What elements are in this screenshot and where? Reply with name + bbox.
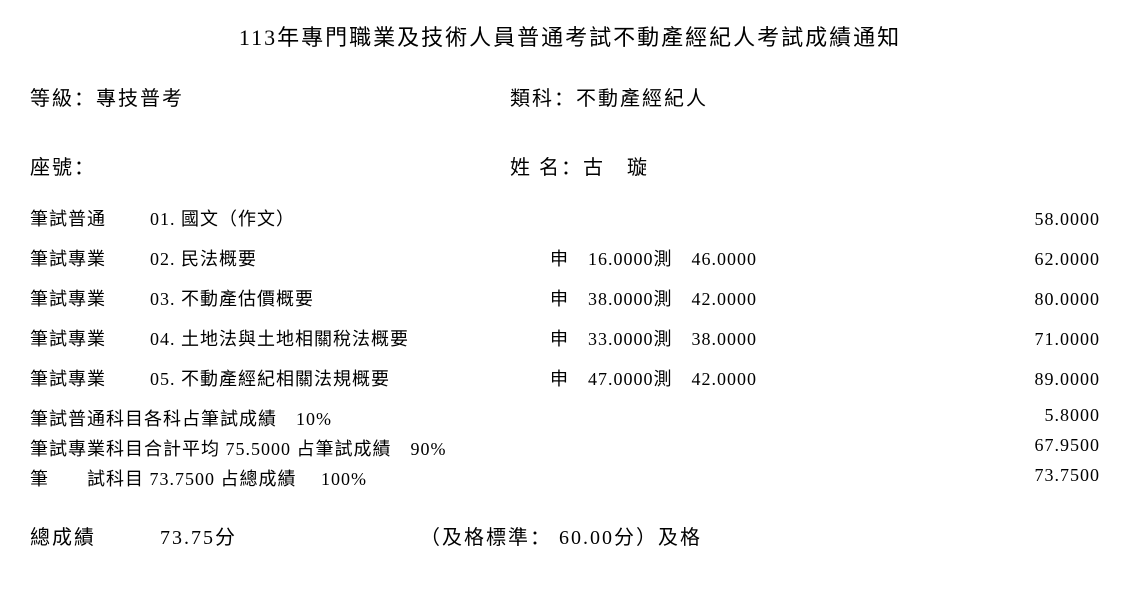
subject-name: 04. 土地法與土地相關稅法概要 [150,325,550,351]
subject-row: 筆試專業02. 民法概要申 16.0000測 46.000062.0000 [30,245,1110,271]
summary-row: 筆試專業科目合計平均 75.5000 占筆試成績 90%67.9500 [30,435,1110,461]
subject-detail: 申 47.0000測 42.0000 [550,365,850,391]
name-value: 古 璇 [583,157,649,179]
subject-type: 筆試專業 [30,365,150,391]
subject-row: 筆試專業05. 不動產經紀相關法規概要申 47.0000測 42.000089.… [30,365,1110,391]
subject-name: 01. 國文（作文） [150,205,550,231]
subject-name: 02. 民法概要 [150,245,550,271]
grade-label: 等級： [30,88,96,110]
summary-row: 筆試普通科目各科占筆試成績 10%5.8000 [30,405,1110,431]
final-label: 總成績 [30,521,160,550]
summary-value: 73.7500 [850,465,1110,491]
summary-section: 筆試普通科目各科占筆試成績 10%5.8000筆試專業科目合計平均 75.500… [30,405,1110,491]
subject-name: 03. 不動產估價概要 [150,285,550,311]
grade-category-row: 等級：專技普考 類科：不動產經紀人 [30,82,1110,111]
subjects-table: 筆試普通01. 國文（作文）58.0000筆試專業02. 民法概要申 16.00… [30,205,1110,391]
subject-row: 筆試專業03. 不動產估價概要申 38.0000測 42.000080.0000 [30,285,1110,311]
subject-detail: 申 33.0000測 38.0000 [550,325,850,351]
document-title: 113年專門職業及技術人員普通考試不動產經紀人考試成績通知 [30,20,1110,52]
subject-total: 80.0000 [850,289,1110,310]
grade-value: 專技普考 [96,88,184,110]
subject-type: 筆試專業 [30,285,150,311]
subject-type: 筆試普通 [30,205,150,231]
subject-detail: 申 38.0000測 42.0000 [550,285,850,311]
seat-name-row: 座號： 姓 名：古 璇 [30,151,1110,180]
subject-row: 筆試專業04. 土地法與土地相關稅法概要申 33.0000測 38.000071… [30,325,1110,351]
subject-row: 筆試普通01. 國文（作文） 58.0000 [30,205,1110,231]
final-score-row: 總成績 73.75分 （及格標準： 60.00分）及格 [30,521,1110,550]
subject-total: 71.0000 [850,329,1110,350]
subject-detail: 申 16.0000測 46.0000 [550,245,850,271]
summary-row: 筆 試科目 73.7500 占總成績 100%73.7500 [30,465,1110,491]
subject-type: 筆試專業 [30,245,150,271]
name-label: 姓 名： [510,157,583,179]
category-value: 不動產經紀人 [576,88,708,110]
category-label: 類科： [510,88,576,110]
summary-value: 67.9500 [850,435,1110,461]
subject-total: 58.0000 [850,209,1110,230]
final-score: 73.75分 [160,521,420,550]
summary-text: 筆試專業科目合計平均 75.5000 占筆試成績 90% [30,435,850,461]
summary-text: 筆 試科目 73.7500 占總成績 100% [30,465,850,491]
final-standard: （及格標準： 60.00分）及格 [420,521,1110,550]
subject-type: 筆試專業 [30,325,150,351]
subject-total: 62.0000 [850,249,1110,270]
seat-label: 座號： [30,157,96,179]
subject-name: 05. 不動產經紀相關法規概要 [150,365,550,391]
summary-value: 5.8000 [850,405,1110,431]
subject-total: 89.0000 [850,369,1110,390]
summary-text: 筆試普通科目各科占筆試成績 10% [30,405,850,431]
